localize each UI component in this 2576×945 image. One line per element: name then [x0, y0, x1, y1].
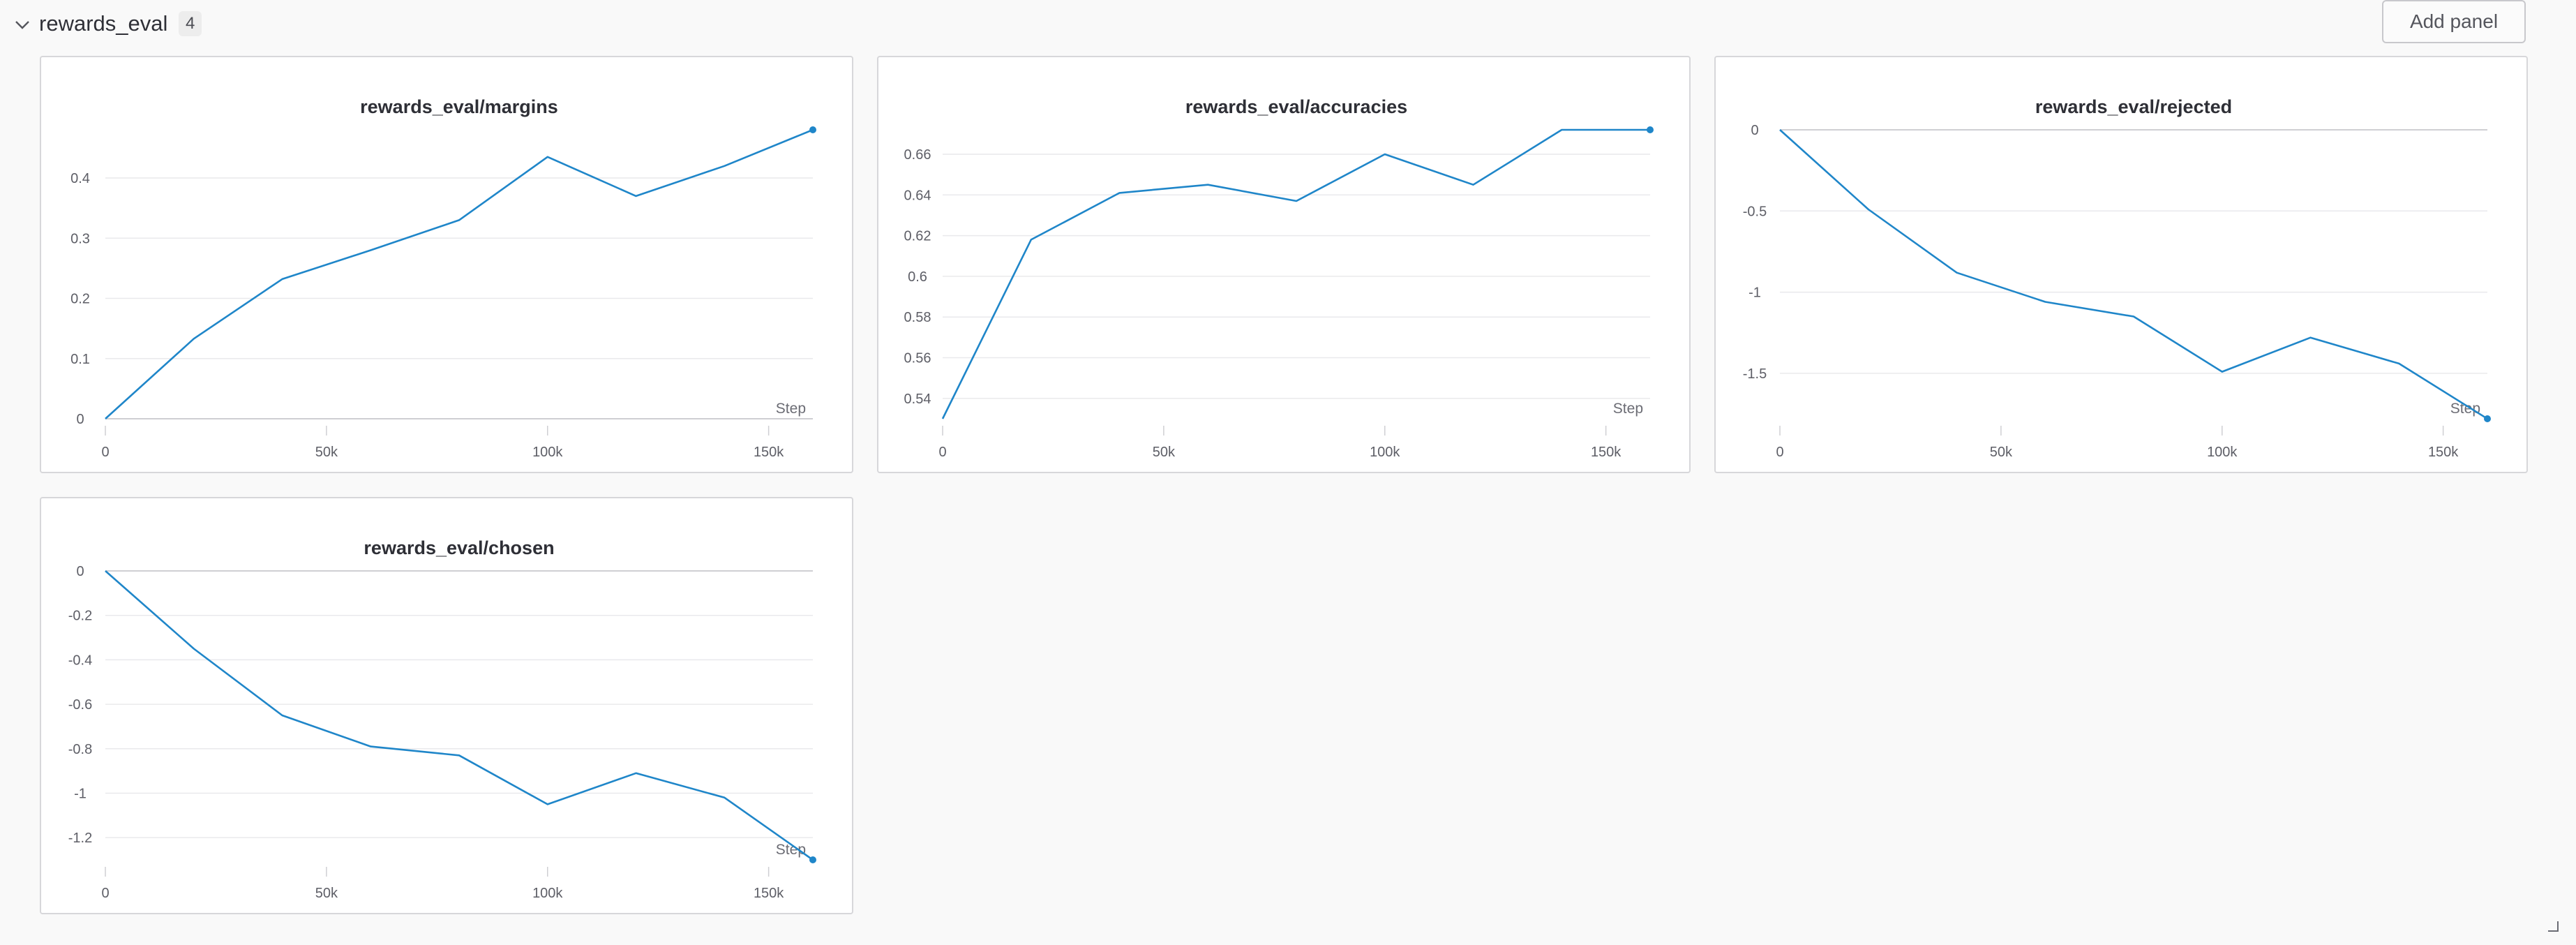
- x-axis-label: Step: [2450, 401, 2480, 417]
- panel-count-badge: 4: [179, 11, 202, 36]
- series-line[interactable]: [105, 128, 814, 419]
- chart-panel-rejected[interactable]: rewards_eval/rejected 0 -0.5 -1 -1.5 0 50k 100k…: [1714, 56, 2528, 473]
- x-tick-label: 50k: [315, 445, 338, 460]
- y-tick-label: 0.56: [904, 351, 931, 366]
- x-axis-label: Step: [776, 401, 806, 417]
- series-line[interactable]: [105, 570, 814, 861]
- x-tick-label: 0: [1776, 445, 1783, 460]
- chart-title: rewards_eval/margins: [360, 96, 558, 117]
- chart-panel-margins[interactable]: rewards_eval/margins 0 0.1 0.2 0.3 0.4 0 50k 100…: [40, 56, 853, 473]
- x-tick-label: 100k: [532, 886, 563, 901]
- y-tick-label: -0.6: [68, 697, 92, 713]
- x-tick-label: 0: [938, 445, 946, 460]
- y-tick-label: -0.2: [68, 609, 92, 624]
- y-tick-label: 0: [76, 564, 84, 579]
- chart-panel-accuracies[interactable]: rewards_eval/accuracies 0.54 0.56 0.58 0.6 0.…: [877, 56, 1691, 473]
- resize-corner-icon[interactable]: [2547, 920, 2559, 932]
- y-tick-label: 0.1: [70, 352, 90, 367]
- y-tick-label: 0.54: [904, 392, 931, 407]
- y-tick-label: -1: [1748, 285, 1761, 301]
- x-tick-label: 50k: [1990, 445, 2013, 460]
- y-tick-label: -1: [74, 786, 87, 801]
- x-axis-label: Step: [1613, 401, 1643, 417]
- x-tick-label: 150k: [754, 886, 784, 901]
- chart-margins: rewards_eval/margins 0 0.1 0.2 0.3 0.4 0 50k 100…: [70, 96, 816, 460]
- y-tick-label: 0: [76, 412, 84, 427]
- y-tick-label: 0.2: [70, 292, 90, 307]
- chart-title: rewards_eval/accuracies: [1185, 96, 1407, 117]
- y-tick-label: 0.58: [904, 310, 931, 325]
- x-axis-label: Step: [776, 842, 806, 858]
- series-end-point[interactable]: [1647, 126, 1654, 133]
- x-tick-label: 100k: [532, 445, 563, 460]
- chart-accuracies: rewards_eval/accuracies 0.54 0.56 0.58 0.6 0.…: [904, 96, 1654, 460]
- section-header: rewards_eval 4 Add panel: [0, 0, 2576, 49]
- y-tick-label: 0.4: [70, 171, 90, 186]
- series-end-point[interactable]: [2484, 415, 2491, 422]
- chart-title: rewards_eval/chosen: [364, 537, 554, 558]
- y-tick-label: 0.66: [904, 147, 931, 163]
- x-tick-label: 150k: [2428, 445, 2459, 460]
- y-tick-label: 0.6: [908, 269, 927, 285]
- x-tick-label: 50k: [315, 886, 338, 901]
- y-tick-label: -1.2: [68, 831, 92, 846]
- chart-title: rewards_eval/rejected: [2035, 96, 2232, 117]
- x-tick-label: 100k: [1370, 445, 1400, 460]
- y-tick-label: -0.8: [68, 742, 92, 757]
- x-tick-label: 150k: [1591, 445, 1622, 460]
- chart-rejected: rewards_eval/rejected 0 -0.5 -1 -1.5 0 50k 100k…: [1743, 96, 2491, 460]
- series-line[interactable]: [1779, 129, 2488, 420]
- x-tick-label: 150k: [754, 445, 784, 460]
- y-tick-label: 0: [1751, 123, 1758, 138]
- x-tick-label: 0: [101, 886, 109, 901]
- series-end-point[interactable]: [809, 856, 816, 863]
- x-tick-label: 50k: [1153, 445, 1176, 460]
- x-tick-label: 100k: [2207, 445, 2238, 460]
- chart-panel-chosen[interactable]: rewards_eval/chosen 0 -0.2 -0.4 -0.6 -0.8 -1 -1…: [40, 497, 853, 914]
- series-line[interactable]: [941, 128, 1650, 419]
- y-tick-label: 0.62: [904, 229, 931, 244]
- chart-chosen: rewards_eval/chosen 0 -0.2 -0.4 -0.6 -0.8 -1 -1…: [68, 537, 816, 901]
- y-tick-label: -0.5: [1743, 204, 1767, 219]
- x-tick-label: 0: [101, 445, 109, 460]
- series-end-point[interactable]: [809, 126, 816, 133]
- y-tick-label: -1.5: [1743, 366, 1767, 382]
- chevron-down-icon[interactable]: [13, 15, 32, 35]
- add-panel-button[interactable]: Add panel: [2382, 0, 2526, 43]
- y-tick-label: 0.64: [904, 188, 931, 203]
- y-tick-label: -0.4: [68, 653, 92, 668]
- y-tick-label: 0.3: [70, 231, 90, 246]
- section-title[interactable]: rewards_eval: [39, 11, 168, 36]
